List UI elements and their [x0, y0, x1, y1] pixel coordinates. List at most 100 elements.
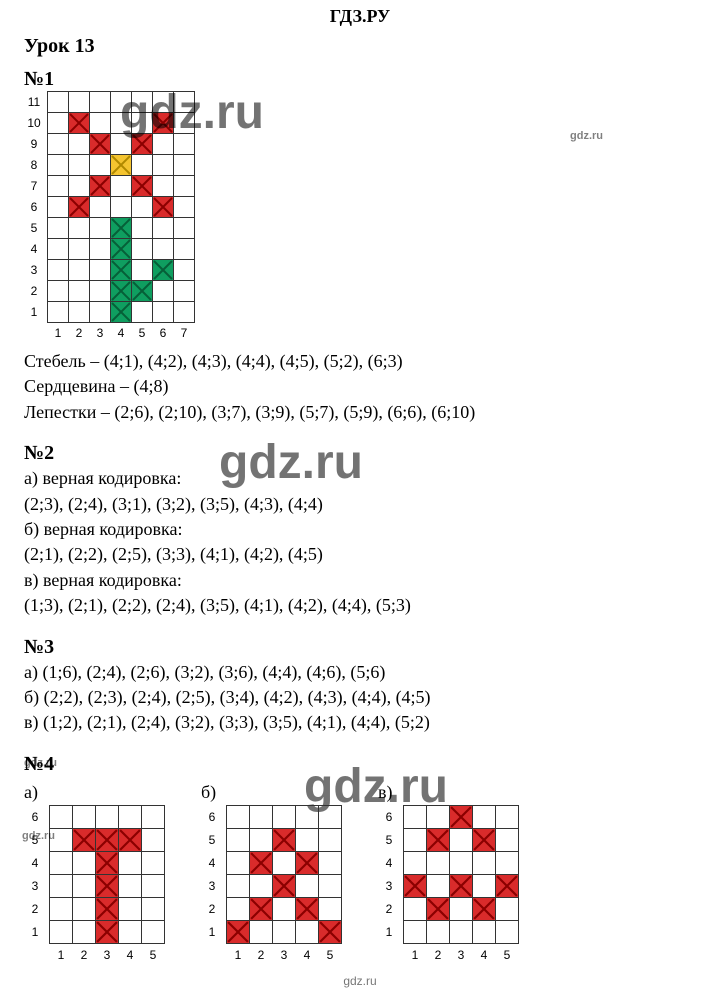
task2-number: №2	[24, 442, 696, 465]
grid-cell	[174, 281, 195, 302]
grid-cell	[427, 805, 450, 828]
grid-cell	[404, 828, 427, 851]
grid-cell	[174, 176, 195, 197]
grid-cell	[69, 239, 90, 260]
grid-cell	[132, 113, 153, 134]
grid-cell	[296, 897, 319, 920]
grid-cell	[319, 851, 342, 874]
grid-cell	[90, 302, 111, 323]
axis-x-label: 5	[496, 943, 519, 966]
axis-y-label: 4	[24, 239, 48, 260]
grid-cell	[132, 260, 153, 281]
grid-cell	[153, 281, 174, 302]
grid-cell	[50, 851, 73, 874]
grid-cell	[90, 218, 111, 239]
grid-cell	[90, 113, 111, 134]
grid-cell	[250, 805, 273, 828]
grid-cell	[496, 851, 519, 874]
grid-cell	[73, 805, 96, 828]
grid-cell	[319, 874, 342, 897]
grid-cell	[142, 828, 165, 851]
axis-x-label: 4	[473, 943, 496, 966]
grid-cell	[50, 828, 73, 851]
chart-c: в) 65432112345	[378, 782, 519, 966]
grid-cell	[69, 134, 90, 155]
page: ГДЗ.РУ Урок 13 №1 11109876543211234567 g…	[0, 0, 720, 998]
grid-cell	[119, 874, 142, 897]
grid-cell	[450, 920, 473, 943]
grid-cell	[450, 851, 473, 874]
grid-cell	[473, 874, 496, 897]
grid-cell	[319, 897, 342, 920]
grid-cell	[450, 805, 473, 828]
grid-cell	[153, 260, 174, 281]
grid-cell	[174, 260, 195, 281]
grid-cell	[90, 155, 111, 176]
grid-cell	[153, 155, 174, 176]
axis-x-label: 1	[50, 943, 73, 966]
grid-cell	[174, 134, 195, 155]
grid-cell	[69, 281, 90, 302]
axis-y-label: 4	[24, 851, 50, 874]
grid-cell	[132, 302, 153, 323]
grid-cell	[142, 851, 165, 874]
grid-cell	[69, 302, 90, 323]
grid-cell	[427, 897, 450, 920]
axis-y-label: 6	[378, 805, 404, 828]
axis-y-label: 6	[24, 805, 50, 828]
grid-cell	[50, 874, 73, 897]
grid-cell	[69, 92, 90, 113]
axis-x-label: 4	[296, 943, 319, 966]
grid-cell	[227, 828, 250, 851]
axis-y-label: 8	[24, 155, 48, 176]
axis-y-label: 1	[24, 302, 48, 323]
grid-cell	[450, 897, 473, 920]
grid-cell	[96, 897, 119, 920]
grid-cell	[73, 920, 96, 943]
grid-cell	[296, 828, 319, 851]
grid-cell	[250, 874, 273, 897]
axis-x-label: 1	[404, 943, 427, 966]
grid-cell	[227, 920, 250, 943]
grid-cell	[296, 920, 319, 943]
grid-cell	[153, 218, 174, 239]
grid-cell	[90, 197, 111, 218]
grid-cell	[132, 134, 153, 155]
grid-cell	[69, 113, 90, 134]
grid-cell	[404, 805, 427, 828]
grid-cell	[48, 197, 69, 218]
grid-cell	[96, 851, 119, 874]
chart-c-grid: 65432112345	[378, 805, 519, 966]
axis-y-label: 1	[201, 920, 227, 943]
task1-grid-container: 11109876543211234567	[24, 91, 195, 343]
grid-cell	[48, 134, 69, 155]
axis-y-label: 3	[24, 874, 50, 897]
chart-c-label: в)	[378, 782, 519, 803]
task1-grid-wrap: 11109876543211234567	[24, 91, 195, 343]
grid-cell	[90, 92, 111, 113]
axis-y-label: 7	[24, 176, 48, 197]
grid-cell	[319, 920, 342, 943]
grid-cell	[142, 920, 165, 943]
watermark-small-1: gdz.ru	[570, 130, 603, 142]
grid-cell	[96, 805, 119, 828]
task1-line-2: Лепестки – (2;6), (2;10), (3;7), (3;9), …	[24, 401, 696, 424]
grid-cell	[473, 828, 496, 851]
grid-cell	[153, 197, 174, 218]
grid-cell	[132, 218, 153, 239]
axis-y-label: 4	[201, 851, 227, 874]
footer-watermark: gdz.ru	[24, 974, 696, 988]
chart-a-label: а)	[24, 782, 165, 803]
grid-cell	[473, 897, 496, 920]
grid-cell	[111, 176, 132, 197]
grid-cell	[48, 155, 69, 176]
grid-cell	[404, 920, 427, 943]
grid-cell	[90, 260, 111, 281]
grid-cell	[132, 155, 153, 176]
task2-line-1: (2;3), (2;4), (3;1), (3;2), (3;5), (4;3)…	[24, 493, 696, 516]
grid-cell	[111, 218, 132, 239]
axis-x-label: 2	[250, 943, 273, 966]
grid-cell	[96, 920, 119, 943]
axis-x-label: 6	[153, 323, 174, 344]
site-header: ГДЗ.РУ	[24, 6, 696, 27]
